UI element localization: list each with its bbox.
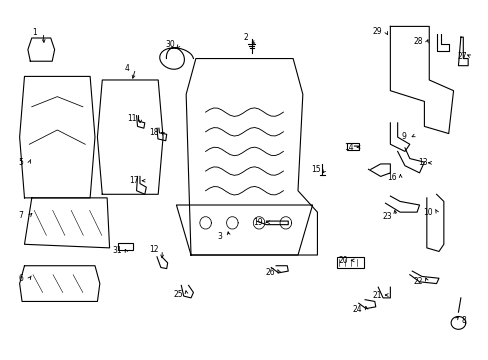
- Text: 31: 31: [112, 246, 122, 255]
- Text: 13: 13: [418, 158, 427, 167]
- Text: 30: 30: [165, 40, 175, 49]
- Text: 8: 8: [461, 315, 466, 324]
- Text: 12: 12: [148, 245, 158, 254]
- Text: 23: 23: [381, 212, 391, 221]
- Text: 1: 1: [32, 28, 37, 37]
- Text: 27: 27: [457, 52, 466, 61]
- Text: 17: 17: [129, 176, 139, 185]
- Text: 28: 28: [413, 37, 423, 46]
- Text: 5: 5: [19, 158, 23, 167]
- Text: 24: 24: [352, 305, 362, 314]
- Text: 22: 22: [413, 277, 423, 286]
- Text: 21: 21: [372, 291, 381, 300]
- Text: 19: 19: [253, 218, 263, 227]
- Text: 11: 11: [127, 114, 136, 123]
- Bar: [336, 257, 363, 267]
- Text: 25: 25: [173, 290, 183, 299]
- Text: 2: 2: [243, 33, 248, 42]
- Bar: [346, 143, 358, 150]
- Text: 7: 7: [19, 211, 23, 220]
- Text: 16: 16: [386, 173, 396, 182]
- Text: 6: 6: [19, 274, 23, 283]
- Text: 10: 10: [423, 208, 432, 217]
- Text: 18: 18: [148, 129, 158, 138]
- Text: 9: 9: [401, 132, 406, 141]
- Text: 26: 26: [265, 268, 275, 277]
- Bar: [118, 243, 132, 249]
- Text: 29: 29: [372, 27, 381, 36]
- Text: 3: 3: [217, 232, 222, 241]
- Text: 20: 20: [338, 256, 347, 265]
- Text: 4: 4: [124, 64, 129, 73]
- Text: 15: 15: [311, 165, 321, 174]
- Text: 14: 14: [344, 143, 353, 152]
